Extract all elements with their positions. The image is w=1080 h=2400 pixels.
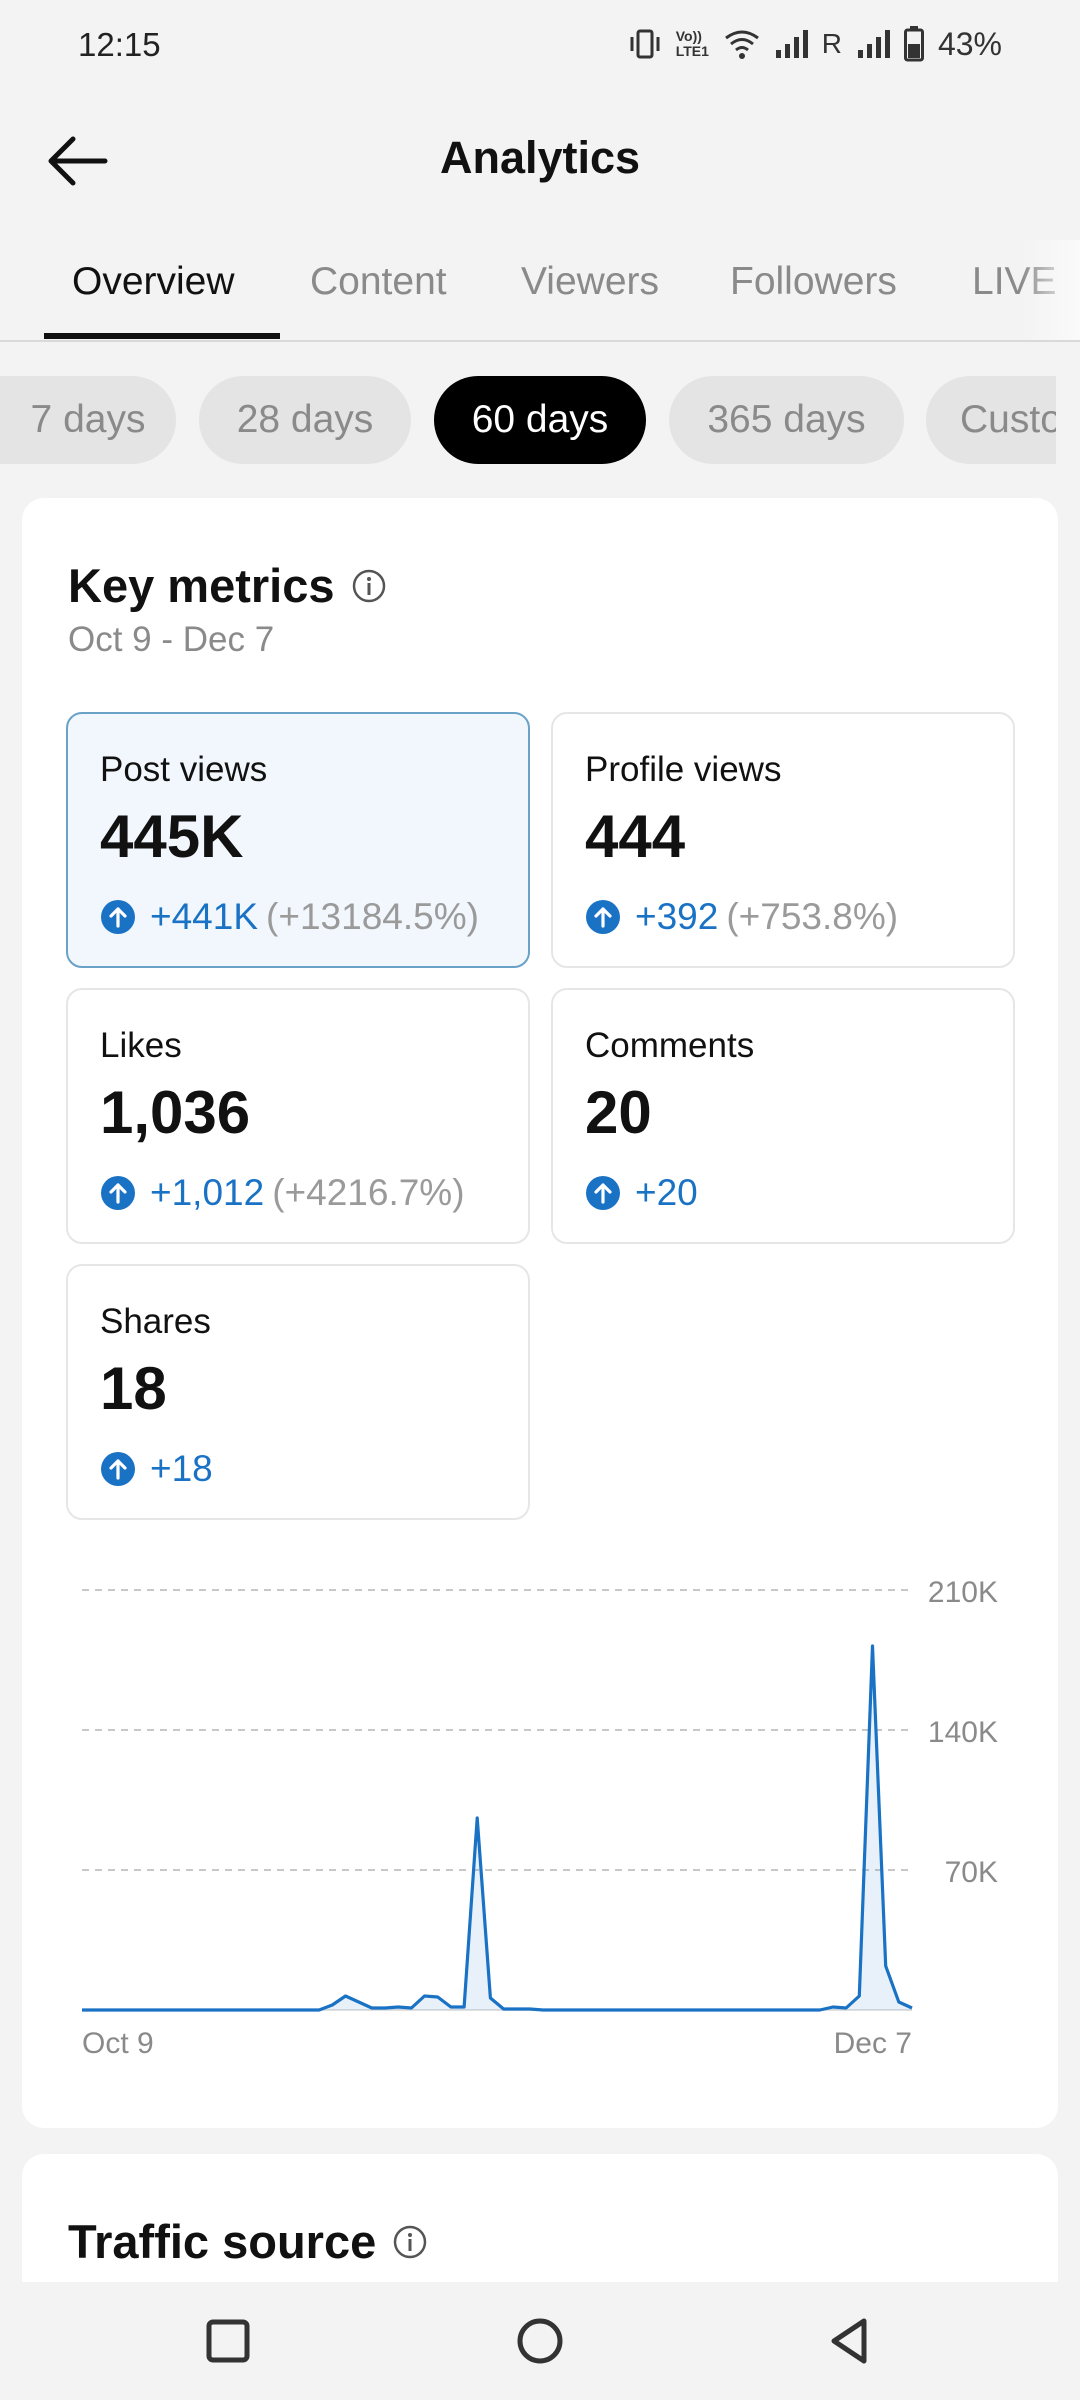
- back-button[interactable]: [38, 126, 118, 196]
- key-metrics-card: Key metrics Oct 9 - Dec 7 Post views 445…: [22, 498, 1058, 2128]
- y-tick-label: 140K: [928, 1716, 998, 1749]
- metric-delta: +392: [635, 896, 719, 937]
- roaming-indicator: R: [821, 28, 842, 59]
- y-tick-label: 70K: [945, 1856, 998, 1889]
- wifi-icon: [724, 30, 759, 59]
- post-views-chart: 70K 140K 210K Oct 9 Dec 7: [82, 1576, 998, 2060]
- home-button[interactable]: [505, 2306, 575, 2376]
- chip-365-days[interactable]: 365 days: [669, 376, 904, 464]
- tab-content[interactable]: Content: [310, 260, 447, 303]
- arrow-up-circle-icon: [101, 1452, 135, 1486]
- header: Analytics: [0, 100, 1080, 220]
- metric-change: +441K (+13184.5%): [100, 896, 479, 938]
- metric-delta: +441K: [150, 896, 259, 937]
- signal-icon-2: [857, 30, 890, 58]
- arrow-up-circle-icon: [101, 1176, 135, 1210]
- triangle-back-icon: [831, 2318, 867, 2364]
- metric-shares[interactable]: Shares 18 +18: [66, 1264, 530, 1520]
- arrow-up-circle-icon: [101, 900, 135, 934]
- arrow-up-circle-icon: [586, 1176, 620, 1210]
- chips-edge-right: [1056, 376, 1080, 468]
- info-icon[interactable]: [392, 2224, 428, 2260]
- tab-bar: Overview Content Viewers Followers LIVE: [0, 240, 1080, 342]
- metric-change: +18: [100, 1448, 213, 1490]
- key-metrics-heading: Key metrics: [68, 559, 335, 612]
- chip-label: 60 days: [471, 398, 609, 441]
- battery-level: 43%: [937, 25, 1002, 62]
- x-tick-label: Oct 9: [82, 2027, 154, 2060]
- metric-comments[interactable]: Comments 20 +20: [551, 988, 1015, 1244]
- metric-percent: (+753.8%): [726, 896, 899, 937]
- chip-28-days[interactable]: 28 days: [199, 376, 411, 464]
- metric-value: 18: [100, 1355, 167, 1422]
- metric-label: Profile views: [585, 750, 782, 789]
- chip-label: 28 days: [236, 398, 374, 441]
- metric-delta: +20: [635, 1172, 698, 1213]
- network-label: Vo)) LTE1: [675, 28, 709, 59]
- info-icon[interactable]: [351, 568, 387, 604]
- back-nav-button[interactable]: [815, 2306, 885, 2376]
- metric-percent: (+4216.7%): [272, 1172, 465, 1213]
- metric-change: +1,012 (+4216.7%): [100, 1172, 465, 1214]
- metric-value: 445K: [100, 803, 244, 870]
- chip-label: 7 days: [30, 398, 146, 441]
- tab-followers[interactable]: Followers: [730, 260, 897, 303]
- metric-likes[interactable]: Likes 1,036 +1,012 (+4216.7%): [66, 988, 530, 1244]
- y-tick-label: 210K: [928, 1576, 998, 1609]
- traffic-source-title: Traffic source: [68, 2214, 428, 2269]
- traffic-source-heading: Traffic source: [68, 2215, 377, 2268]
- metric-label: Likes: [100, 1026, 182, 1065]
- status-time: 12:15: [78, 26, 161, 63]
- metric-value: 20: [585, 1079, 652, 1146]
- tabs-fade: [1020, 240, 1080, 340]
- chip-label: 365 days: [707, 398, 866, 441]
- battery-icon: [903, 26, 924, 62]
- metric-delta: +1,012: [150, 1172, 265, 1213]
- square-icon: [206, 2319, 250, 2363]
- date-range-chips: 7 days 28 days 60 days 365 days Custom: [0, 376, 1080, 468]
- key-metrics-title: Key metrics: [68, 558, 387, 613]
- status-icons: Vo)) LTE1 R 43%: [628, 24, 1002, 64]
- chip-7-days[interactable]: 7 days: [0, 376, 176, 464]
- tab-viewers[interactable]: Viewers: [521, 260, 660, 303]
- metric-post-views[interactable]: Post views 445K +441K (+13184.5%): [66, 712, 530, 968]
- series-area: [82, 1646, 912, 2010]
- tab-overview[interactable]: Overview: [72, 260, 235, 303]
- x-tick-label: Dec 7: [834, 2027, 912, 2060]
- page-title: Analytics: [439, 132, 641, 183]
- metric-value: 444: [585, 803, 686, 870]
- tab-underline: [44, 333, 280, 339]
- system-nav-bar: [0, 2282, 1080, 2400]
- metric-percent: (+13184.5%): [266, 896, 479, 937]
- arrow-left-icon: [48, 136, 108, 186]
- circle-icon: [517, 2318, 563, 2364]
- metric-label: Shares: [100, 1302, 211, 1341]
- metric-value: 1,036: [100, 1079, 251, 1146]
- metric-profile-views[interactable]: Profile views 444 +392 (+753.8%): [551, 712, 1015, 968]
- metric-change: +20: [585, 1172, 698, 1214]
- recents-button[interactable]: [193, 2306, 263, 2376]
- status-bar: 12:15 Vo)) LTE1 R: [0, 0, 1080, 90]
- arrow-up-circle-icon: [586, 900, 620, 934]
- vibrate-icon: [630, 29, 660, 59]
- signal-icon: [775, 30, 808, 58]
- date-range: Oct 9 - Dec 7: [68, 620, 275, 659]
- metric-delta: +18: [150, 1448, 213, 1489]
- chip-60-days[interactable]: 60 days: [434, 376, 646, 464]
- metric-label: Post views: [100, 750, 268, 789]
- metric-change: +392 (+753.8%): [585, 896, 898, 938]
- series-line: [82, 1644, 913, 2012]
- metric-label: Comments: [585, 1026, 755, 1065]
